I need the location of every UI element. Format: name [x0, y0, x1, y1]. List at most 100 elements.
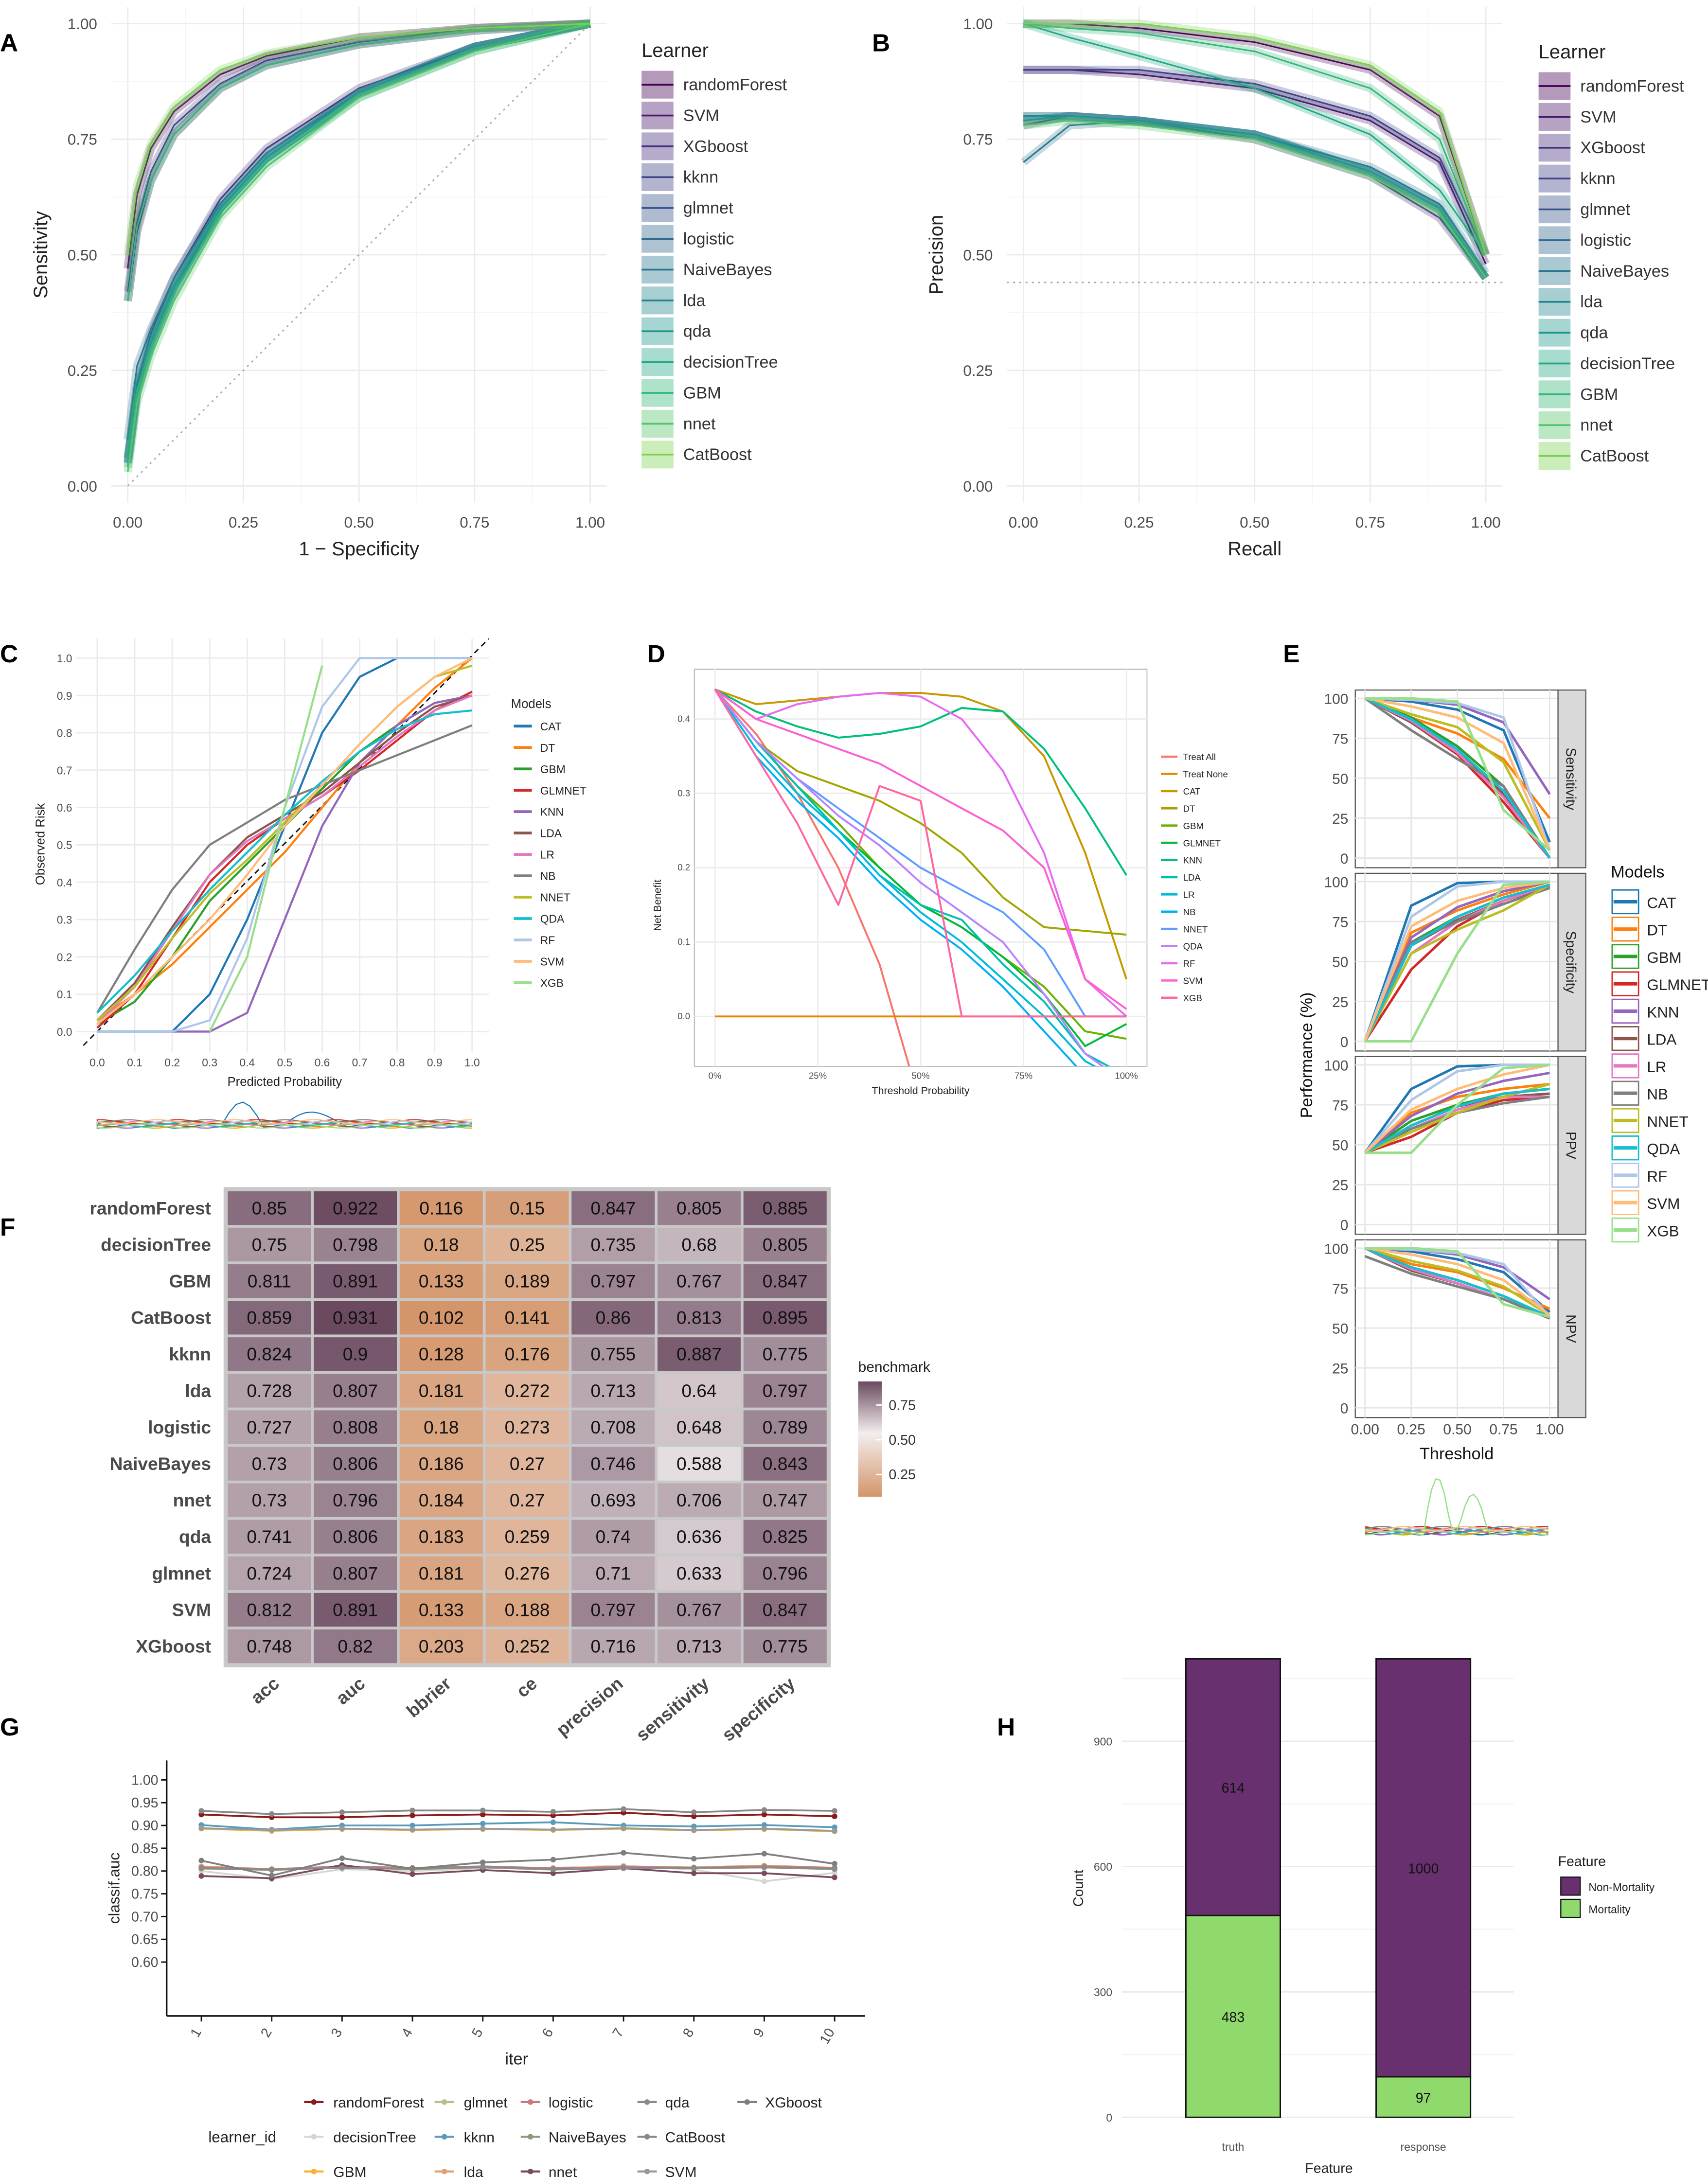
x-tick-label: 0.6 [315, 1056, 330, 1069]
heatmap-cell [399, 1447, 483, 1481]
net-benefit-curve-NB [714, 689, 1078, 1066]
legend-label: qda [683, 322, 712, 341]
auc-point [198, 1808, 204, 1814]
y-tick-label: 0.1 [677, 937, 690, 947]
performance-curve-NNET [1364, 884, 1550, 1042]
y-tick-label: 0.2 [677, 862, 690, 872]
y-tick-label: 0 [1340, 1218, 1349, 1234]
auc-point [339, 1814, 345, 1820]
net-benefit-curve-LR [714, 689, 1097, 1066]
performance-curve-NB [1364, 1255, 1550, 1320]
row-label: logistic [148, 1417, 211, 1437]
legend-key-point [528, 2168, 534, 2175]
y-tick-label: 100 [1324, 1241, 1348, 1257]
cell-value: 0.25 [510, 1234, 545, 1255]
y-tick-label: 300 [1094, 1986, 1112, 1999]
heatmap-cell [743, 1483, 827, 1517]
y-tick-label: 0.25 [68, 362, 97, 379]
calibration-curve-DT [96, 657, 473, 1022]
legend-label: NB [1647, 1086, 1668, 1103]
performance-curve-DT [1364, 1082, 1550, 1154]
panel-letter-b: B [872, 29, 890, 57]
heatmap-cell [743, 1447, 827, 1481]
series-XGboost [198, 1850, 837, 1878]
legend-key-point [311, 2134, 317, 2140]
legend-title: benchmark [858, 1359, 931, 1375]
heatmap-cell [485, 1483, 569, 1517]
cell-value: 0.806 [333, 1453, 378, 1474]
heatmap-cell [485, 1337, 569, 1371]
auc-point [832, 1866, 837, 1872]
row-label: NaiveBayes [110, 1453, 211, 1474]
y-tick-label: 600 [1094, 1860, 1112, 1873]
heatmap-cell [314, 1227, 397, 1262]
cell-value: 0.843 [763, 1453, 808, 1474]
auc-point [409, 1866, 415, 1872]
net-benefit-curve-Treat All [714, 689, 910, 1066]
curve-CatBoost [1023, 22, 1487, 255]
performance-curve-NNET [1365, 1247, 1550, 1316]
heatmap-cell [314, 1520, 397, 1554]
heatmap-cell [743, 1227, 827, 1262]
facet-strip [1557, 1056, 1586, 1235]
x-tick-label: 0.8 [390, 1056, 405, 1069]
calibration-curve-QDA [96, 709, 473, 1014]
row-label: XGboost [136, 1636, 211, 1656]
density-line-NB [1365, 1526, 1548, 1532]
panel-e-threshold-performance: 0 25 50 75 100 Sensitivity 0 25 50 75 100 Specifici… [1298, 689, 1708, 1536]
auc-point [691, 1856, 697, 1862]
legend-label: CAT [1183, 786, 1201, 796]
y-tick-label: 0.90 [131, 1818, 159, 1834]
y-tick-label: 0 [1106, 2111, 1112, 2124]
auc-point [198, 1858, 204, 1863]
heatmap-cell [571, 1191, 655, 1225]
cell-value: 0.116 [419, 1198, 463, 1218]
x-axis-label: 1 − Specificity [299, 538, 419, 560]
performance-curve-SVM [1365, 697, 1551, 851]
color-scale-label: 0.25 [889, 1467, 916, 1483]
y-tick-label: 0.50 [963, 247, 993, 264]
y-tick-label: 75 [1332, 915, 1348, 931]
heatmap-cell [657, 1447, 741, 1481]
legend-label: RF [1647, 1168, 1667, 1185]
cell-value: 0.805 [763, 1234, 808, 1255]
heatmap-cell [485, 1227, 569, 1262]
calibration-curve-NB [96, 724, 473, 1013]
performance-curve-KNN [1364, 880, 1550, 1042]
cell-value: 0.133 [419, 1599, 464, 1620]
curve-qda [1023, 115, 1487, 279]
x-axis-label: Recall [1228, 538, 1281, 560]
cell-value: 0.747 [763, 1490, 808, 1510]
legend-label: qda [665, 2095, 690, 2111]
cell-value: 0.693 [590, 1490, 636, 1510]
x-tick-label: 0.0 [89, 1056, 105, 1069]
legend-label: LR [1647, 1059, 1666, 1076]
heatmap-cell [571, 1593, 655, 1627]
auc-point [761, 1864, 767, 1870]
facet-npv: 0 25 50 75 100 NPV [1324, 1239, 1586, 1418]
x-tick-label: 0.2 [164, 1056, 180, 1069]
auc-point [269, 1867, 275, 1873]
cell-value: 0.636 [676, 1526, 722, 1547]
heatmap-cell [399, 1337, 483, 1371]
auc-point [691, 1827, 697, 1833]
cell-value: 0.85 [252, 1198, 287, 1218]
cell-value: 0.825 [763, 1526, 808, 1547]
heatmap-cell [228, 1227, 311, 1262]
x-tick-label: 0.5 [277, 1056, 292, 1069]
heatmap-cell [743, 1191, 827, 1225]
y-tick-label: 0.75 [131, 1887, 159, 1902]
performance-curve-KNN [1364, 1071, 1550, 1154]
cell-value: 0.895 [763, 1308, 808, 1328]
cell-value: 0.813 [676, 1308, 722, 1328]
y-tick-label: 25 [1332, 811, 1348, 827]
legend-label: decisionTree [683, 353, 778, 372]
auc-point [339, 1825, 345, 1832]
cell-value: 0.272 [505, 1381, 550, 1401]
cell-value: 0.588 [676, 1453, 722, 1474]
auc-point [691, 1865, 697, 1871]
heatmap-cell [571, 1337, 655, 1371]
cell-value: 0.891 [333, 1271, 378, 1292]
series-CatBoost [198, 1806, 837, 1817]
